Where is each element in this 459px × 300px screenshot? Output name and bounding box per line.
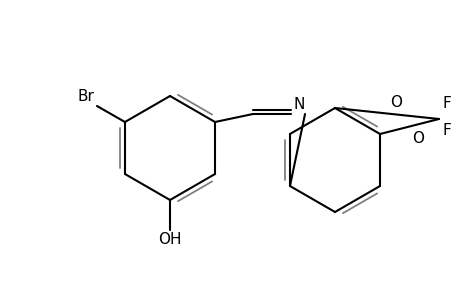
Text: F: F <box>442 96 451 111</box>
Text: Br: Br <box>77 89 94 104</box>
Text: OH: OH <box>158 232 181 247</box>
Text: O: O <box>412 130 424 146</box>
Text: O: O <box>389 94 401 110</box>
Text: N: N <box>292 97 304 112</box>
Text: F: F <box>442 123 451 138</box>
